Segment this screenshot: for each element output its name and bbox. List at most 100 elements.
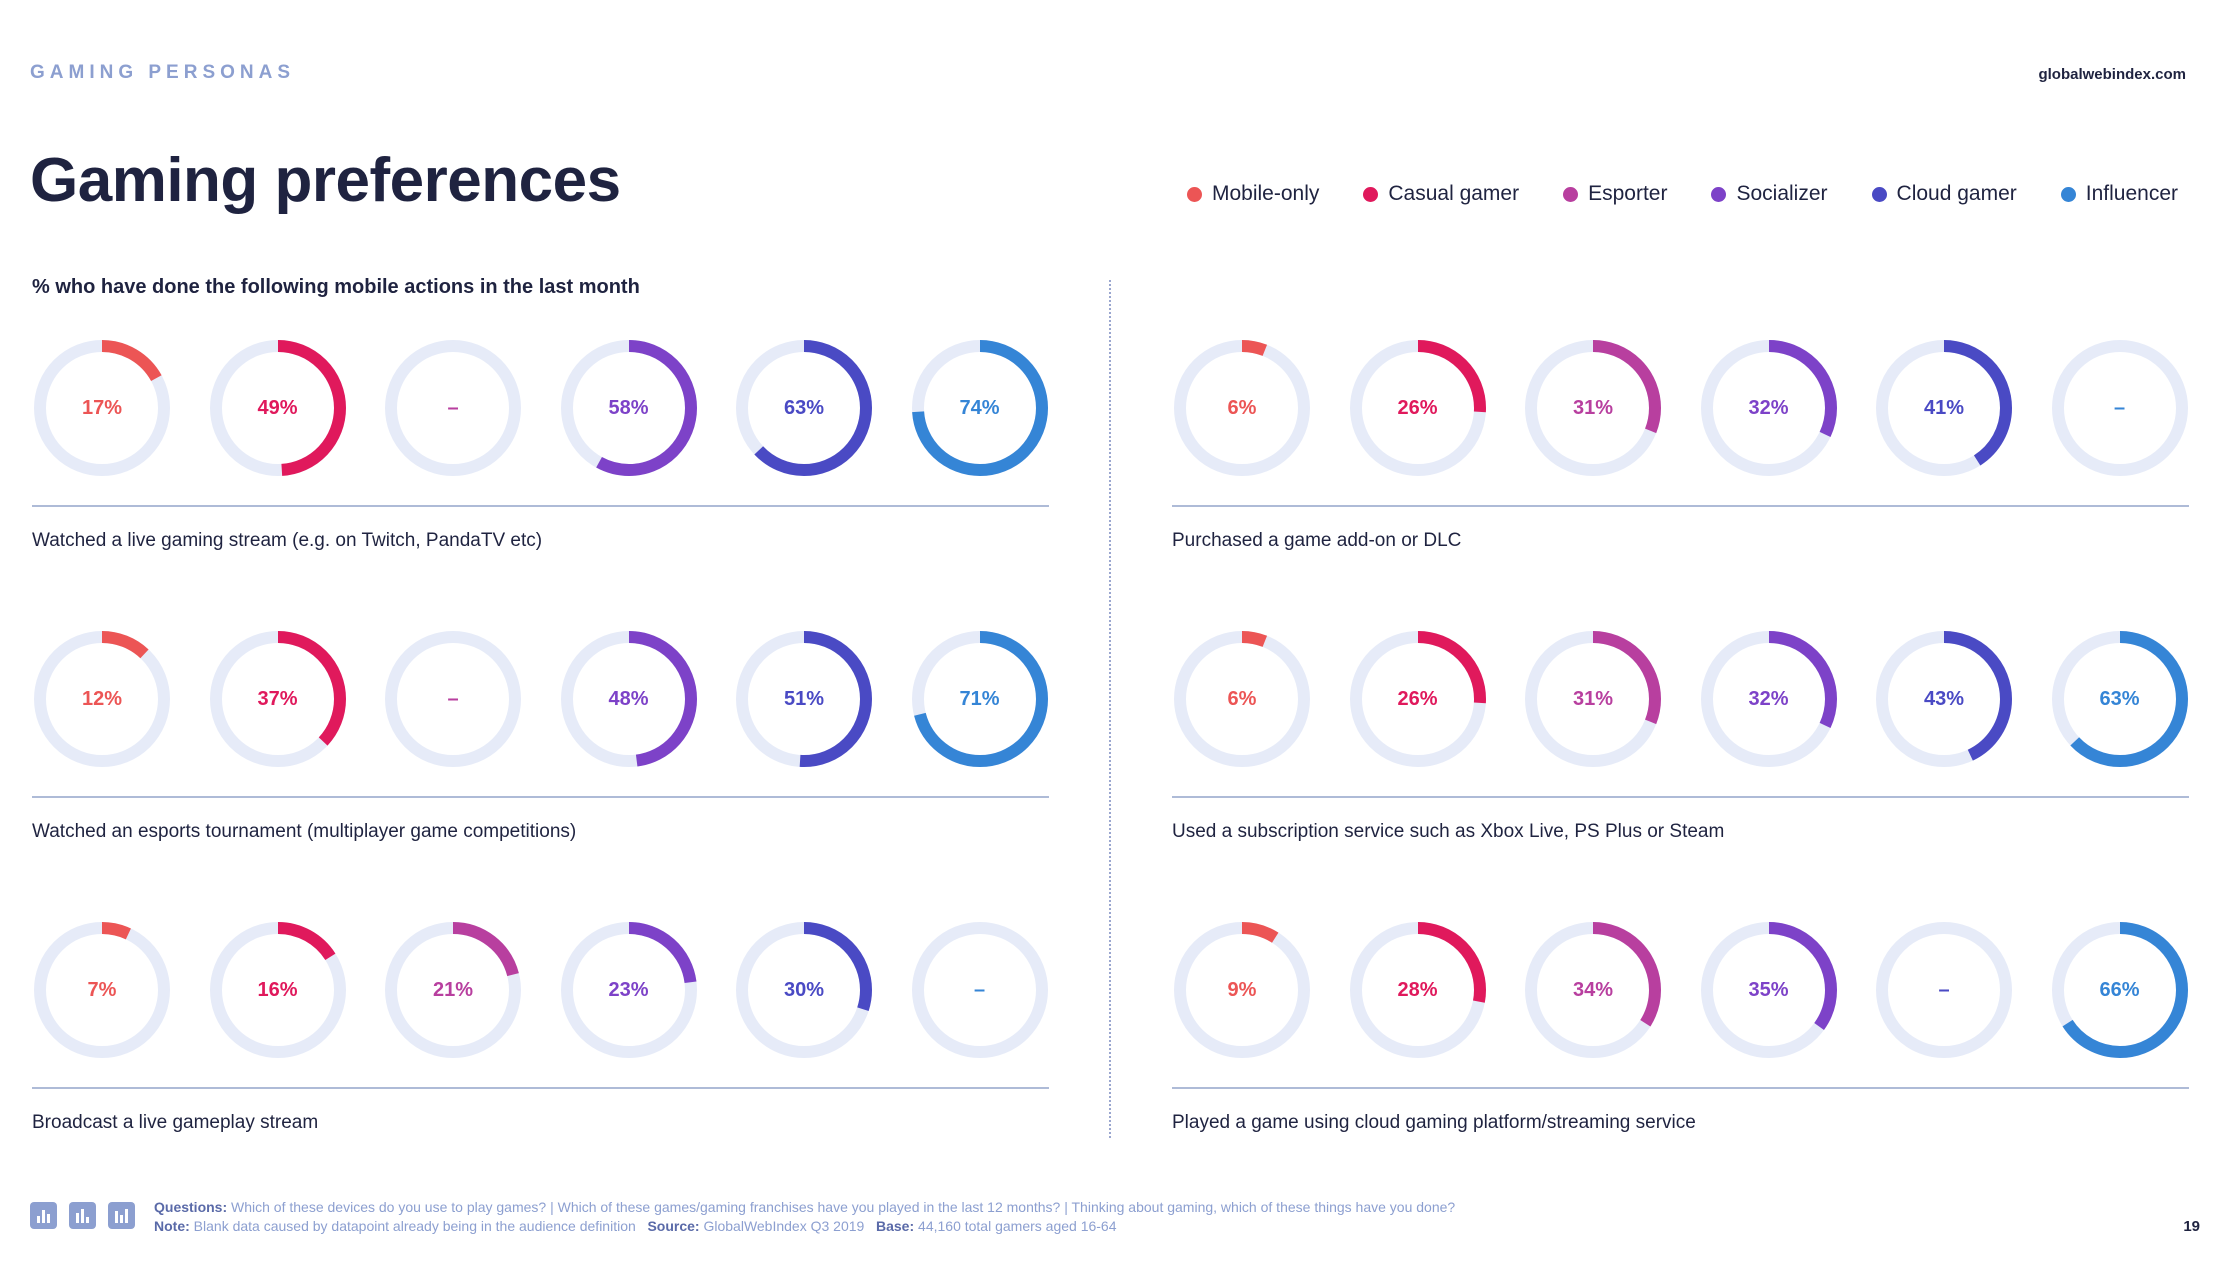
chart-panel: 7% 16% 21% 23% 30% – Broadcast a live gameplay… — [32, 920, 1049, 1210]
note-label: Note: — [154, 1218, 190, 1234]
legend-label: Cloud gamer — [1896, 182, 2017, 205]
donut-value-label: 34% — [1572, 979, 1614, 1001]
donut-chart: 48% — [559, 629, 699, 769]
donut-svg — [1525, 340, 1661, 476]
bar-chart-icon[interactable] — [69, 1202, 96, 1229]
donut-value-label: 74% — [959, 397, 1000, 419]
donut-value-label: – — [1938, 979, 1950, 1001]
donut-row: 9% 28% 34% 35% – 66% — [1172, 920, 2189, 1070]
legend-label: Influencer — [2085, 182, 2178, 205]
legend-swatch — [1711, 186, 1727, 202]
donut-arc — [1525, 631, 1661, 767]
donut-value-label: 32% — [1748, 397, 1789, 419]
donut-chart: 32% — [1699, 629, 1839, 769]
legend-item: Esporter — [1563, 182, 1667, 206]
bar-chart-icon[interactable] — [30, 1202, 57, 1229]
donut-value-label: 71% — [959, 688, 1000, 710]
donut-svg — [385, 340, 521, 476]
donut-svg — [1174, 340, 1310, 476]
donut-svg — [1876, 340, 2012, 476]
donut-chart: 12% — [32, 629, 172, 769]
donut-track — [385, 631, 521, 767]
donut-arc — [2051, 631, 2188, 767]
note-text: Blank data caused by datapoint already b… — [193, 1218, 636, 1234]
donut-svg — [34, 922, 170, 1058]
donut-value-label: 31% — [1572, 397, 1614, 419]
donut-svg — [560, 922, 697, 1058]
donut-value-label: 49% — [257, 397, 298, 419]
donut-chart: 6% — [1172, 338, 1312, 478]
donut-arc — [209, 631, 346, 767]
donut-svg — [1174, 922, 1310, 1058]
donut-chart: 63% — [734, 338, 874, 478]
donut-chart: 30% — [734, 920, 874, 1060]
donut-value-label: 23% — [608, 979, 649, 1001]
panel-rule — [1172, 505, 2189, 507]
panel-caption: Played a game using cloud gaming platfor… — [1172, 1112, 1696, 1133]
legend-label: Esporter — [1588, 182, 1668, 205]
donut-chart: 26% — [1348, 629, 1488, 769]
donut-value-label: 48% — [608, 688, 649, 710]
donut-svg — [1525, 631, 1661, 767]
donut-chart: 7% — [32, 920, 172, 1060]
donut-arc — [2051, 922, 2188, 1058]
donut-chart: – — [383, 629, 523, 769]
donut-arc — [34, 631, 170, 767]
donut-track — [911, 922, 1048, 1058]
donut-value-label: – — [973, 979, 986, 1001]
donut-arc — [1174, 631, 1310, 767]
donut-value-label: 41% — [1923, 397, 1965, 419]
chart-panel: 6% 26% 31% 32% 41% – Purchased a game add-on o… — [1172, 338, 2189, 628]
donut-arc — [1525, 340, 1661, 476]
base-label: Base: — [876, 1218, 915, 1234]
donut-value-label: 16% — [257, 979, 298, 1001]
donut-value-label: 32% — [1748, 688, 1789, 710]
donut-value-label: 37% — [257, 688, 298, 710]
donut-chart: 31% — [1523, 629, 1663, 769]
donut-arc — [34, 922, 170, 1058]
donut-arc — [560, 340, 697, 476]
donut-svg — [1174, 631, 1310, 767]
donut-svg — [911, 631, 1048, 767]
chart-panel: 12% 37% – 48% 51% 71% Watched an esports tourn… — [32, 629, 1049, 919]
donut-row: 6% 26% 31% 32% 43% 63% — [1172, 629, 2189, 779]
legend-swatch — [1363, 186, 1379, 202]
site-link[interactable]: globalwebindex.com — [2038, 66, 2186, 83]
donut-value-label: 51% — [783, 688, 825, 710]
panel-rule — [32, 505, 1049, 507]
legend-item: Casual gamer — [1363, 182, 1519, 206]
donut-value-label: – — [447, 688, 459, 710]
donut-arc — [1700, 631, 1837, 767]
donut-value-label: 7% — [87, 979, 117, 1001]
legend-swatch — [2060, 186, 2076, 202]
donut-row: 12% 37% – 48% 51% 71% — [32, 629, 1049, 779]
donut-chart: 71% — [910, 629, 1050, 769]
page-title: Gaming preferences — [30, 146, 621, 215]
legend-swatch — [1871, 186, 1887, 202]
column-divider — [1109, 280, 1111, 1138]
donut-chart: 26% — [1348, 338, 1488, 478]
legend-swatch — [1186, 186, 1202, 202]
donut-chart: 35% — [1699, 920, 1839, 1060]
donut-chart: – — [2050, 338, 2190, 478]
donut-svg — [385, 631, 521, 767]
chart-panel: 6% 26% 31% 32% 43% 63% Used a subscription ser… — [1172, 629, 2189, 919]
legend-item: Socializer — [1711, 182, 1828, 206]
donut-value-label: 28% — [1397, 979, 1438, 1001]
donut-chart: 37% — [208, 629, 348, 769]
donut-row: 17% 49% – 58% 63% 74% — [32, 338, 1049, 488]
donut-chart: 6% — [1172, 629, 1312, 769]
donut-svg — [560, 631, 697, 767]
legend-label: Casual gamer — [1388, 182, 1520, 205]
chart-panel: 9% 28% 34% 35% – 66% Played a game using cloud… — [1172, 920, 2189, 1210]
bar-chart-icon[interactable] — [108, 1202, 135, 1229]
legend-label: Mobile-only — [1211, 182, 1320, 205]
donut-arc — [1174, 340, 1310, 476]
page-number: 19 — [2183, 1218, 2200, 1235]
donut-svg — [1700, 340, 1837, 476]
donut-svg — [1349, 631, 1486, 767]
donut-chart: 32% — [1699, 338, 1839, 478]
donut-arc — [1700, 340, 1837, 476]
donut-chart: 17% — [32, 338, 172, 478]
footer: Questions: Which of these devices do you… — [30, 1198, 2200, 1238]
